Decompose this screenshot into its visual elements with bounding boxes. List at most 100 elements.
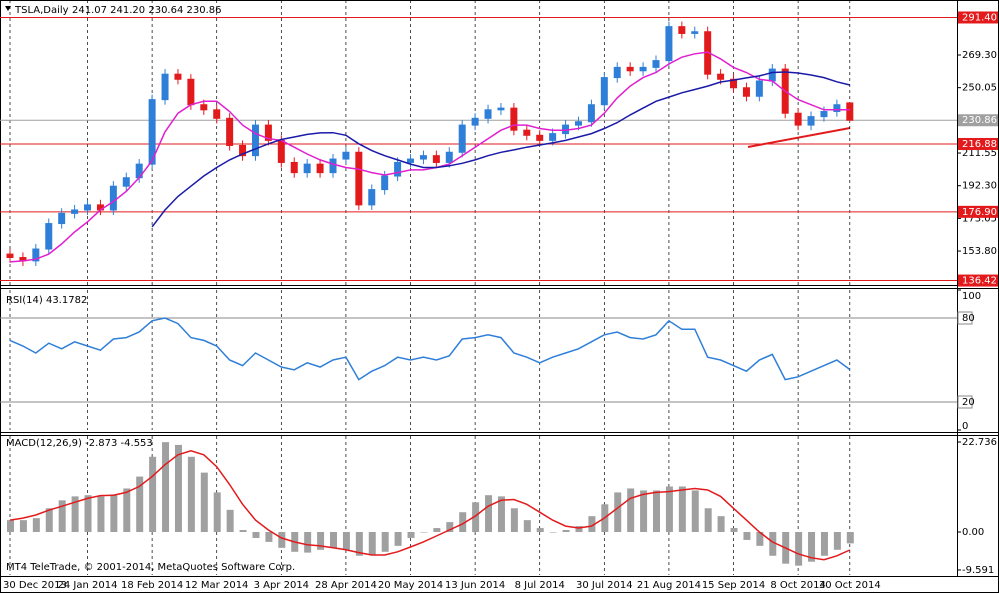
macd-bar	[795, 532, 803, 566]
x-tick-label: 15 Sep 2014	[702, 580, 765, 591]
candle-body	[148, 99, 156, 165]
macd-bar	[304, 532, 312, 553]
candle-body	[691, 31, 699, 34]
macd-bar	[381, 532, 389, 552]
y-tick-label: 211.55	[962, 148, 997, 159]
macd-bar	[769, 532, 777, 556]
candle-body	[122, 177, 130, 187]
macd-bar	[704, 508, 712, 533]
menu-arrow[interactable]	[5, 6, 11, 11]
x-tick-label: 13 Jun 2014	[445, 580, 505, 591]
y-tick-label: 0	[962, 421, 968, 432]
y-tick-label: 173.05	[962, 213, 997, 224]
level-label: 291.40	[962, 12, 997, 23]
macd-bar	[833, 532, 841, 550]
level-badge	[958, 11, 998, 24]
macd-bar	[510, 508, 518, 533]
signal-line	[9, 450, 851, 561]
macd-bar	[136, 476, 144, 533]
macd-bar	[394, 532, 402, 546]
macd-bar	[614, 492, 622, 533]
macd-bar	[110, 494, 118, 533]
macd-bar	[472, 502, 480, 533]
rsi-line	[9, 317, 851, 381]
macd-bar	[497, 496, 505, 533]
candle-body	[264, 124, 272, 141]
macd-bar	[808, 532, 816, 562]
macd-bar	[575, 526, 583, 533]
footer: MT4 TeleTrade, © 2001-2014, MetaQuotes S…	[6, 562, 295, 573]
y-tick-label: 0.00	[962, 527, 984, 538]
candle-body	[755, 80, 763, 97]
x-tick-label: 3 Apr 2014	[254, 580, 309, 591]
candle-body	[84, 204, 92, 211]
candle-body	[329, 158, 337, 174]
y-tick-label: 22.736	[962, 437, 997, 448]
candle-body	[432, 155, 440, 163]
candle-body	[833, 104, 841, 113]
level-badge	[958, 205, 998, 218]
macd-bar	[317, 532, 325, 550]
macd-bar	[71, 496, 79, 533]
macd-bar	[459, 512, 467, 533]
macd-bar	[446, 522, 454, 533]
candle-body	[174, 73, 182, 80]
macd-bar	[588, 516, 596, 533]
candle-body	[484, 109, 492, 119]
candle-body	[536, 134, 544, 141]
y-tick-label: 100	[962, 291, 981, 302]
macd-bar	[97, 496, 105, 533]
level-badge	[958, 137, 998, 150]
candle-body	[807, 116, 815, 126]
x-tick-label: 8 Oct 2014	[770, 580, 825, 591]
macd-bar	[420, 532, 428, 533]
x-tick-label: 20 May 2014	[378, 580, 443, 591]
level-badge	[958, 274, 998, 287]
candle-body	[381, 175, 389, 191]
macd-bar	[433, 528, 441, 533]
macd-bar	[640, 490, 648, 533]
candle-body	[109, 185, 117, 211]
macd-bar	[213, 492, 221, 533]
candle-body	[497, 107, 505, 111]
candle-body	[730, 78, 738, 89]
candle-body	[549, 133, 557, 141]
candle-body	[471, 117, 479, 126]
candle-body	[303, 163, 311, 174]
y-tick-label: 269.30	[962, 50, 997, 61]
candle-body	[768, 68, 776, 82]
candle-body	[355, 151, 363, 206]
candle-body	[820, 111, 828, 118]
x-tick-label: 30 Oct 2014	[819, 580, 881, 591]
y-tick-label: 20	[962, 397, 975, 408]
macd-bar	[58, 500, 66, 533]
macd-bar	[756, 532, 764, 546]
macd-bar	[665, 486, 673, 533]
macd-bar	[820, 532, 828, 556]
macd-bar	[265, 532, 273, 542]
macd-bar	[278, 532, 286, 548]
macd-bar	[226, 509, 234, 533]
candle-body	[187, 78, 195, 106]
candle-body	[58, 212, 66, 225]
candle-body	[316, 163, 324, 174]
level-badge	[957, 395, 973, 409]
macd-bar	[330, 532, 337, 548]
candle-body	[407, 158, 415, 163]
y-tick-label: -9.591	[962, 565, 994, 576]
x-tick-label: 12 Mar 2014	[185, 580, 248, 591]
macd-bar	[84, 495, 92, 533]
candle-body	[639, 66, 647, 72]
macd-bar	[653, 490, 660, 533]
moving-average	[151, 71, 850, 228]
level-label: 176.90	[962, 207, 997, 218]
candle-body	[394, 161, 402, 177]
macd-bar	[846, 532, 854, 544]
macd-bar	[627, 488, 635, 533]
macd-bar	[717, 516, 725, 533]
macd-bar	[174, 444, 182, 533]
x-tick-label: 8 Jul 2014	[515, 580, 565, 591]
candle-body	[458, 124, 466, 153]
macd-bar	[342, 532, 350, 550]
candle-body	[445, 151, 453, 163]
